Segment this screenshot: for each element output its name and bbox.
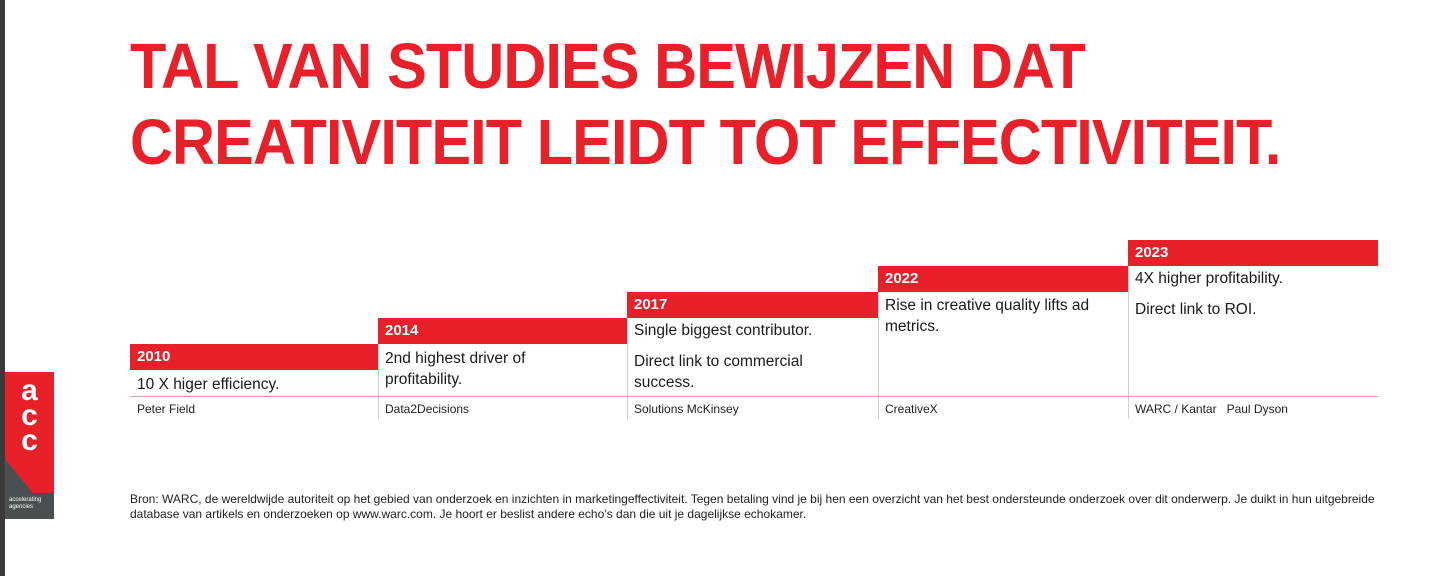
step-source: Data2Decisions (385, 402, 470, 416)
source-divider (878, 397, 879, 419)
step-divider (378, 344, 379, 396)
source-divider (1128, 397, 1129, 419)
source-divider (378, 397, 379, 419)
logo-base (5, 493, 54, 519)
title-line-2: CREATIVITEIT LEIDT TOT EFFECTIVITEIT. (130, 106, 1281, 178)
logo-tagline: accelerating agencies (9, 497, 42, 510)
step-source: Solutions McKinsey (634, 402, 739, 416)
step-year: 2014 (378, 318, 627, 344)
step-year: 2022 (878, 266, 1128, 292)
step-source: WARC / Kantar Paul Dyson (1135, 402, 1288, 416)
step-line: 10 X higer efficiency. (137, 376, 280, 393)
slide-title: TAL VAN STUDIES BEWIJZEN DAT CREATIVITEI… (130, 28, 1281, 180)
step-divider (878, 292, 879, 396)
logo-letters: a c c (5, 374, 54, 457)
step-source: Peter Field (137, 402, 196, 416)
acc-logo: a c c accelerating agencies (5, 372, 54, 519)
step-text: Single biggest contributor. Direct link … (627, 320, 847, 403)
step-source: CreativeX (885, 402, 938, 416)
step-text: 4X higher profitability. Direct link to … (1128, 268, 1373, 330)
step-line: 2nd highest driver of profitability. (385, 350, 526, 388)
step-line: Direct link to ROI. (1135, 301, 1257, 318)
step-text: Rise in creative quality lifts ad metric… (878, 295, 1123, 347)
step-line: 4X higher profitability. (1135, 270, 1283, 287)
slide-left-edge (0, 0, 5, 576)
source-divider (627, 397, 628, 419)
logo-letter: a (21, 374, 38, 407)
step-divider (1128, 266, 1129, 396)
step-line: Rise in creative quality lifts ad metric… (885, 297, 1090, 335)
step-divider (627, 318, 628, 396)
step-year: 2017 (627, 292, 878, 318)
source-footnote: Bron: WARC, de wereldwijde autoriteit op… (130, 492, 1375, 521)
step-year: 2023 (1128, 240, 1378, 266)
step-year: 2010 (130, 344, 378, 370)
logo-letter: c (21, 399, 38, 432)
step-line: Single biggest contributor. (634, 322, 813, 339)
step-text: 10 X higer efficiency. (130, 374, 378, 405)
step-line: Direct link to commercial success. (634, 353, 803, 391)
step-text: 2nd highest driver of profitability. (378, 348, 578, 400)
logo-letter: c (21, 424, 38, 457)
timeline-baseline (130, 396, 1378, 397)
title-line-1: TAL VAN STUDIES BEWIJZEN DAT (130, 30, 1086, 102)
